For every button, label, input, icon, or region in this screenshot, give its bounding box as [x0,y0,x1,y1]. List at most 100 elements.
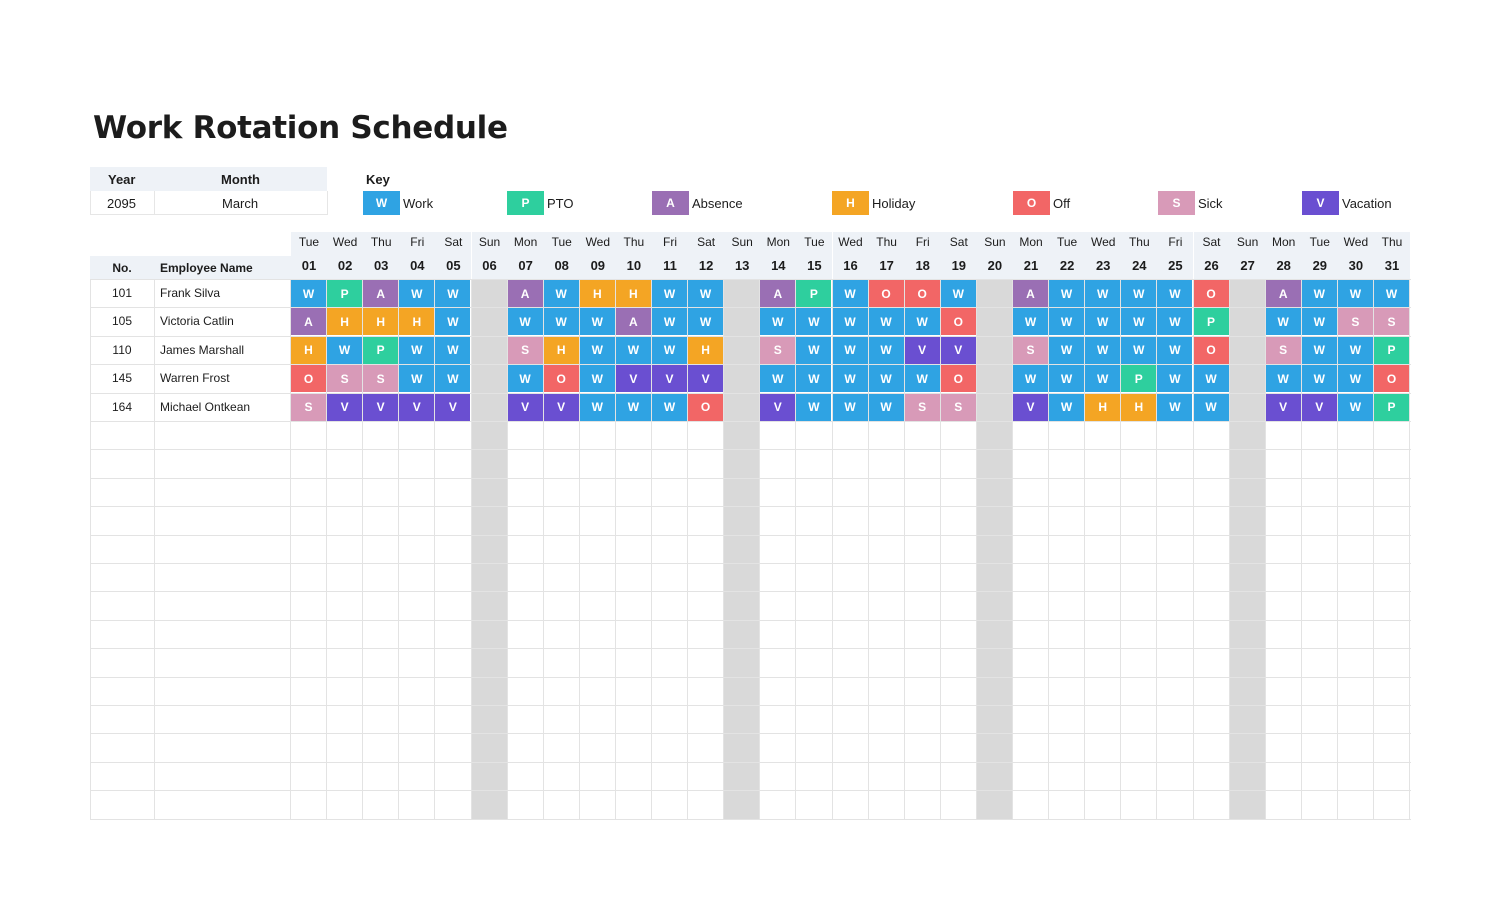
schedule-cell[interactable]: S [760,336,796,364]
schedule-cell[interactable]: W [760,308,796,336]
schedule-cell[interactable]: S [507,336,543,364]
schedule-cell[interactable]: S [1374,308,1409,336]
schedule-cell[interactable]: W [1049,365,1085,393]
schedule-cell[interactable]: W [652,336,687,364]
schedule-cell[interactable]: O [1374,365,1409,393]
schedule-cell[interactable]: W [1085,280,1121,307]
schedule-cell[interactable]: W [1374,280,1409,307]
schedule-cell[interactable]: V [327,393,363,421]
schedule-cell[interactable]: P [363,336,399,364]
schedule-cell[interactable]: A [1265,280,1301,307]
schedule-cell[interactable]: W [1337,280,1373,307]
schedule-cell[interactable]: W [652,308,687,336]
schedule-cell[interactable]: W [1121,280,1157,307]
schedule-cell[interactable]: W [399,365,435,393]
schedule-cell[interactable]: W [1157,365,1193,393]
schedule-cell[interactable]: W [760,365,796,393]
schedule-cell[interactable]: V [363,393,399,421]
schedule-cell[interactable]: W [652,393,687,421]
schedule-cell[interactable]: O [1193,280,1229,307]
schedule-cell[interactable]: W [1049,280,1085,307]
schedule-cell[interactable]: W [543,308,579,336]
schedule-cell[interactable]: V [1301,393,1337,421]
schedule-cell[interactable]: S [1337,308,1373,336]
schedule-cell[interactable]: H [1121,393,1157,421]
schedule-cell[interactable]: V [435,393,471,421]
schedule-cell[interactable]: A [615,308,651,336]
schedule-cell[interactable]: W [435,280,471,307]
schedule-cell[interactable]: W [579,365,615,393]
schedule-cell[interactable]: W [940,280,976,307]
schedule-cell[interactable]: H [579,280,615,307]
schedule-cell[interactable]: W [688,308,724,336]
schedule-cell[interactable]: W [868,393,904,421]
schedule-cell[interactable]: W [1193,365,1229,393]
schedule-cell[interactable]: O [1193,336,1229,364]
schedule-cell[interactable]: W [435,336,471,364]
schedule-cell[interactable]: W [1049,393,1085,421]
schedule-cell[interactable]: W [652,280,687,307]
schedule-cell[interactable]: O [904,280,940,307]
schedule-cell[interactable]: V [760,393,796,421]
schedule-cell[interactable]: H [327,308,363,336]
schedule-cell[interactable]: W [832,280,868,307]
schedule-cell[interactable]: W [1301,365,1337,393]
schedule-cell[interactable]: W [868,365,904,393]
schedule-cell[interactable]: W [832,393,868,421]
schedule-cell[interactable]: V [507,393,543,421]
schedule-cell[interactable]: H [688,336,724,364]
schedule-cell[interactable]: W [1301,280,1337,307]
schedule-cell[interactable]: H [291,336,326,364]
schedule-cell[interactable]: W [543,280,579,307]
schedule-cell[interactable]: V [543,393,579,421]
schedule-cell[interactable]: P [1121,365,1157,393]
schedule-cell[interactable]: V [688,365,724,393]
schedule-cell[interactable]: W [327,336,363,364]
schedule-cell[interactable]: W [832,308,868,336]
schedule-cell[interactable]: W [832,365,868,393]
schedule-cell[interactable]: W [399,336,435,364]
schedule-cell[interactable]: W [868,308,904,336]
schedule-cell[interactable]: P [1193,308,1229,336]
schedule-cell[interactable]: P [327,280,363,307]
schedule-cell[interactable]: H [1085,393,1121,421]
schedule-cell[interactable]: S [940,393,976,421]
schedule-cell[interactable]: A [507,280,543,307]
schedule-cell[interactable]: W [1337,365,1373,393]
schedule-cell[interactable]: W [1085,365,1121,393]
schedule-cell[interactable]: V [1265,393,1301,421]
schedule-cell[interactable]: W [435,365,471,393]
schedule-cell[interactable]: W [1337,393,1373,421]
schedule-cell[interactable]: W [796,393,832,421]
schedule-cell[interactable]: S [327,365,363,393]
schedule-cell[interactable]: W [1157,336,1193,364]
schedule-cell[interactable]: W [507,308,543,336]
schedule-cell[interactable]: W [796,308,832,336]
schedule-cell[interactable]: W [1013,308,1048,336]
year-value[interactable]: 2095 [107,196,136,211]
schedule-cell[interactable]: W [507,365,543,393]
schedule-cell[interactable]: A [760,280,796,307]
schedule-cell[interactable]: W [1013,365,1048,393]
schedule-cell[interactable]: W [615,393,651,421]
schedule-cell[interactable]: H [615,280,651,307]
schedule-cell[interactable]: W [1265,308,1301,336]
schedule-cell[interactable]: W [904,308,940,336]
schedule-cell[interactable]: A [363,280,399,307]
schedule-cell[interactable]: W [435,308,471,336]
schedule-cell[interactable]: V [904,336,940,364]
schedule-cell[interactable]: W [904,365,940,393]
schedule-cell[interactable]: V [615,365,651,393]
schedule-cell[interactable]: W [1157,280,1193,307]
schedule-cell[interactable]: W [615,336,651,364]
schedule-cell[interactable]: W [291,280,326,307]
schedule-cell[interactable]: O [940,365,976,393]
schedule-cell[interactable]: A [1013,280,1048,307]
schedule-cell[interactable]: H [399,308,435,336]
schedule-cell[interactable]: O [291,365,326,393]
schedule-cell[interactable]: W [1049,336,1085,364]
schedule-cell[interactable]: P [796,280,832,307]
schedule-cell[interactable]: W [1049,308,1085,336]
schedule-cell[interactable]: H [363,308,399,336]
schedule-cell[interactable]: V [399,393,435,421]
